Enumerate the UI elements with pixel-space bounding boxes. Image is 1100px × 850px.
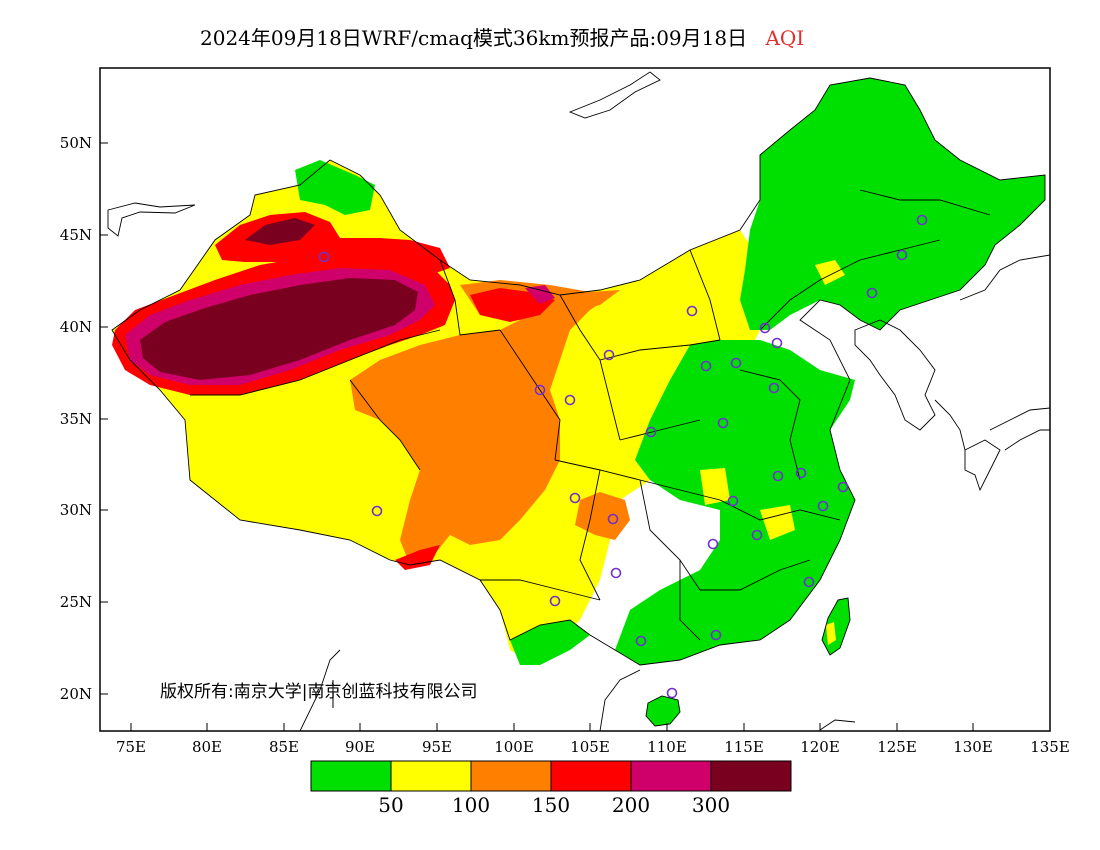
- x-tick-label: 120E: [800, 738, 840, 756]
- x-tick-label: 125E: [877, 738, 917, 756]
- legend-swatch: [630, 760, 712, 792]
- city-marker: [666, 687, 678, 699]
- x-tick-label: 110E: [647, 738, 687, 756]
- x-tick-label: 105E: [570, 738, 610, 756]
- city-marker: [710, 629, 722, 641]
- city-marker: [772, 470, 784, 482]
- y-tick-label: 35N: [60, 410, 92, 428]
- map-frame: [99, 67, 1051, 732]
- city-marker: [771, 337, 783, 349]
- map-title: 2024年09月18日WRF/cmaq模式36km预报产品:09月18日 AQI: [200, 22, 804, 51]
- title-main: 2024年09月18日WRF/cmaq模式36km预报产品:09月18日: [200, 26, 748, 50]
- city-marker: [645, 426, 657, 438]
- aqi-green-region-northwest: [295, 160, 375, 215]
- aqi-green-region-hainan: [646, 696, 680, 726]
- legend-swatch: [470, 760, 552, 792]
- x-tick-label: 100E: [494, 738, 534, 756]
- city-marker: [803, 576, 815, 588]
- aqi-legend: 50 100 150 200 300: [310, 760, 792, 817]
- city-marker: [534, 384, 546, 396]
- city-marker: [730, 357, 742, 369]
- city-marker: [896, 249, 908, 261]
- legend-swatch: [550, 760, 632, 792]
- city-marker: [635, 635, 647, 647]
- aqi-green-region-south: [510, 620, 590, 665]
- x-tick-label: 75E: [116, 738, 146, 756]
- y-tick-labels: 50N 45N 40N 35N 30N 25N 20N: [60, 134, 92, 703]
- y-tick-label: 20N: [60, 685, 92, 703]
- legend-label: 300: [692, 793, 730, 817]
- x-tick-label: 90E: [345, 738, 375, 756]
- city-marker: [717, 417, 729, 429]
- x-tick-marks: [130, 723, 1051, 731]
- city-marker: [549, 595, 561, 607]
- legend-label: 100: [452, 793, 490, 817]
- aqi-yellow-patch-2: [700, 468, 730, 505]
- x-tick-label: 80E: [192, 738, 222, 756]
- city-marker: [795, 467, 807, 479]
- city-marker: [564, 394, 576, 406]
- neighbour-coastlines: [107, 71, 1050, 731]
- city-marker: [916, 214, 928, 226]
- city-markers: [318, 214, 928, 699]
- x-tick-label: 130E: [953, 738, 993, 756]
- x-tick-labels: 75E 80E 85E 90E 95E 100E 105E 110E 115E …: [116, 738, 1070, 756]
- y-tick-label: 45N: [60, 226, 92, 244]
- city-marker: [837, 481, 849, 493]
- aqi-maroon-region-dzungaria: [245, 218, 315, 245]
- legend-label: 50: [378, 793, 403, 817]
- aqi-green-region-northeast: [740, 78, 1045, 330]
- city-marker: [607, 513, 619, 525]
- city-marker: [727, 495, 739, 507]
- taiwan-outline: [821, 597, 851, 656]
- city-marker: [318, 251, 330, 263]
- y-tick-marks: [100, 142, 108, 695]
- y-tick-label: 30N: [60, 501, 92, 519]
- city-marker: [751, 529, 763, 541]
- legend-swatch: [710, 760, 792, 792]
- aqi-orange-region-sichuan: [575, 492, 630, 540]
- hainan-outline: [645, 695, 681, 727]
- x-tick-label: 115E: [724, 738, 764, 756]
- aqi-orange-region-central: [350, 290, 620, 565]
- city-marker: [866, 287, 878, 299]
- x-tick-label: 135E: [1030, 738, 1070, 756]
- city-marker: [686, 305, 698, 317]
- y-tick-label: 40N: [60, 318, 92, 336]
- x-tick-label: 95E: [422, 738, 452, 756]
- city-marker: [371, 505, 383, 517]
- legend-swatch: [390, 760, 472, 792]
- city-marker: [817, 500, 829, 512]
- aqi-magenta-region-gansu: [525, 285, 555, 304]
- city-marker: [759, 322, 771, 334]
- y-tick-label: 50N: [60, 134, 92, 152]
- city-marker: [569, 492, 581, 504]
- x-tick-label: 85E: [269, 738, 299, 756]
- copyright-text: 版权所有:南京大学|南京创蓝科技有限公司: [160, 682, 477, 702]
- city-marker: [707, 538, 719, 550]
- city-marker: [610, 567, 622, 579]
- aqi-maroon-region-tarim: [140, 278, 418, 380]
- map-plot-area: [107, 71, 1050, 731]
- legend-label: 200: [612, 793, 650, 817]
- city-marker: [603, 349, 615, 361]
- title-variable: AQI: [765, 26, 805, 50]
- province-boundaries: [111, 77, 1046, 666]
- y-tick-label: 25N: [60, 593, 92, 611]
- legend-swatch: [310, 760, 392, 792]
- aqi-yellow-region-taiwan: [826, 622, 836, 645]
- legend-label: 150: [532, 793, 570, 817]
- city-marker: [700, 360, 712, 372]
- city-marker: [768, 382, 780, 394]
